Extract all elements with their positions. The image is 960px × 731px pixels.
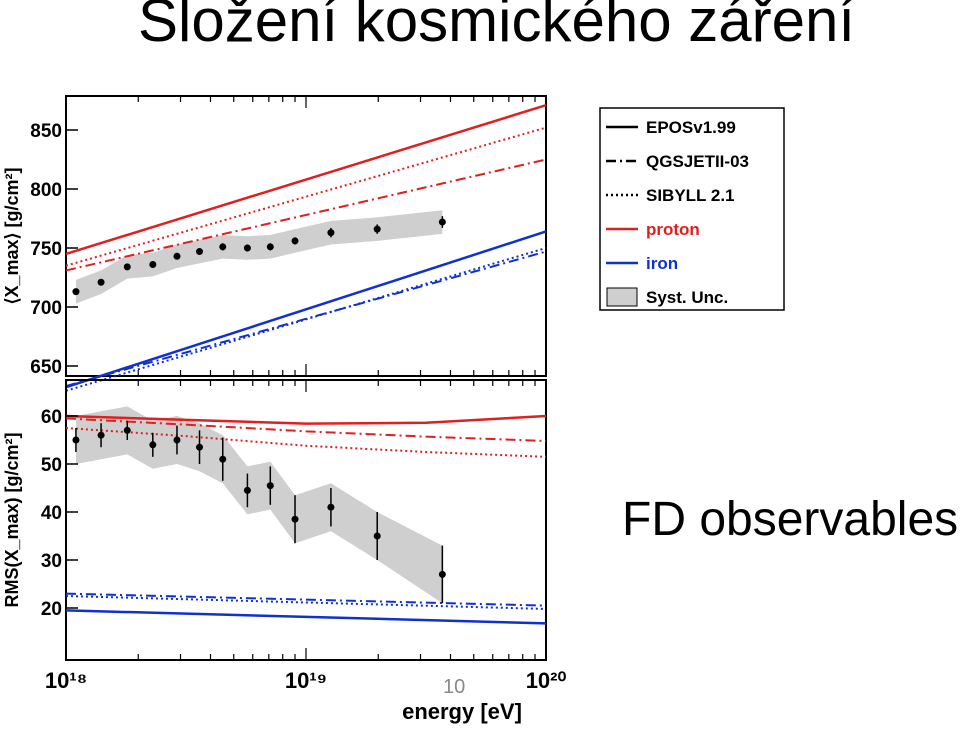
bottom-data-point [373,532,381,540]
legend: EPOSv1.99 QGSJETII-03 SIBYLL 2.1 proton iron… [599,107,785,311]
xtick-label: 10¹⁸ [45,668,87,693]
top-line-proton-sibyll21 [65,126,547,267]
top-line-proton-qgsjetii03 [65,158,547,272]
bottom-data-point [196,443,204,451]
bottom-ylabel: RMS(X_max) [g/cm²] [2,432,22,607]
top-ytick-label: 650 [30,357,62,378]
bottom-data-point [149,441,157,449]
bottom-data-point [243,486,251,494]
bottom-ytick-label: 50 [41,455,62,476]
xmax-rms-panel: 20 30 40 50 60 RMS(X_max) [g/cm²] 10¹⁸ 10¹⁹ 10²⁰… [2,379,567,724]
bottom-data-point [291,515,299,523]
top-data-point [72,288,80,296]
legend-label: SIBYLL 2.1 [646,186,735,205]
top-data-point [97,278,105,286]
bottom-data-point [173,436,181,444]
legend-syst-box [606,287,638,307]
bottom-line-proton-eposv199 [65,414,547,425]
bottom-ytick-label: 60 [41,407,62,428]
top-data-point [438,218,446,226]
top-line-iron-eposv199 [65,230,547,389]
bottom-ytick-label: 40 [41,503,62,524]
legend-label: EPOSv1.99 [646,118,736,137]
bottom-data-point [97,431,105,439]
bottom-syst-band [75,406,443,604]
top-data-point [149,261,157,269]
bottom-data-point [438,570,446,578]
xtick-label: 10²⁰ [526,668,567,693]
bottom-line-proton-qgsjetii03 [65,417,547,442]
legend-frame [599,107,785,311]
top-ytick-label: 800 [30,180,62,201]
top-ytick-label: 850 [30,121,62,142]
top-ylabel: ⟨X_max⟩ [g/cm²] [2,167,22,304]
top-data-point [173,252,181,260]
xmax-mean-panel: 650 700 750 800 850 ⟨X_max⟩ [g/cm²] [2,95,547,392]
top-data-point [219,243,227,251]
top-ytick-label: 700 [30,298,62,319]
legend-label: Syst. Unc. [646,288,728,307]
bottom-data-point [266,482,274,490]
top-data-point [373,225,381,233]
top-data-point [196,248,204,256]
slide-title: Složení kosmického záření [138,0,856,54]
bottom-data-point [72,436,80,444]
xlabel: energy [eV] [402,699,522,724]
bottom-data-point [123,426,131,434]
top-line-proton-eposv199 [65,104,547,256]
page-number: 10 [443,676,466,698]
top-ytick-label: 750 [30,239,62,260]
top-syst-band [75,210,443,304]
bottom-line-iron-sibyll21 [65,595,547,610]
top-line-iron-qgsjetii03 [65,250,547,388]
bottom-ytick-label: 30 [41,551,62,572]
top-data-point [327,229,335,237]
xtick-label: 10¹⁹ [285,668,327,693]
top-data-point [291,237,299,245]
bottom-ytick-label: 20 [41,599,62,620]
top-data-point [123,263,131,271]
bottom-data-point [219,455,227,463]
bottom-data-point [327,503,335,511]
fd-observables-label: FD observables [622,493,959,546]
bottom-line-proton-sibyll21 [65,427,547,458]
bottom-line-iron-eposv199 [65,609,547,625]
legend-label: iron [646,254,678,273]
legend-label: QGSJETII-03 [646,152,749,171]
legend-label: proton [646,220,700,239]
top-data-point [266,243,274,251]
top-data-point [243,244,251,252]
bottom-line-iron-qgsjetii03 [65,592,547,607]
